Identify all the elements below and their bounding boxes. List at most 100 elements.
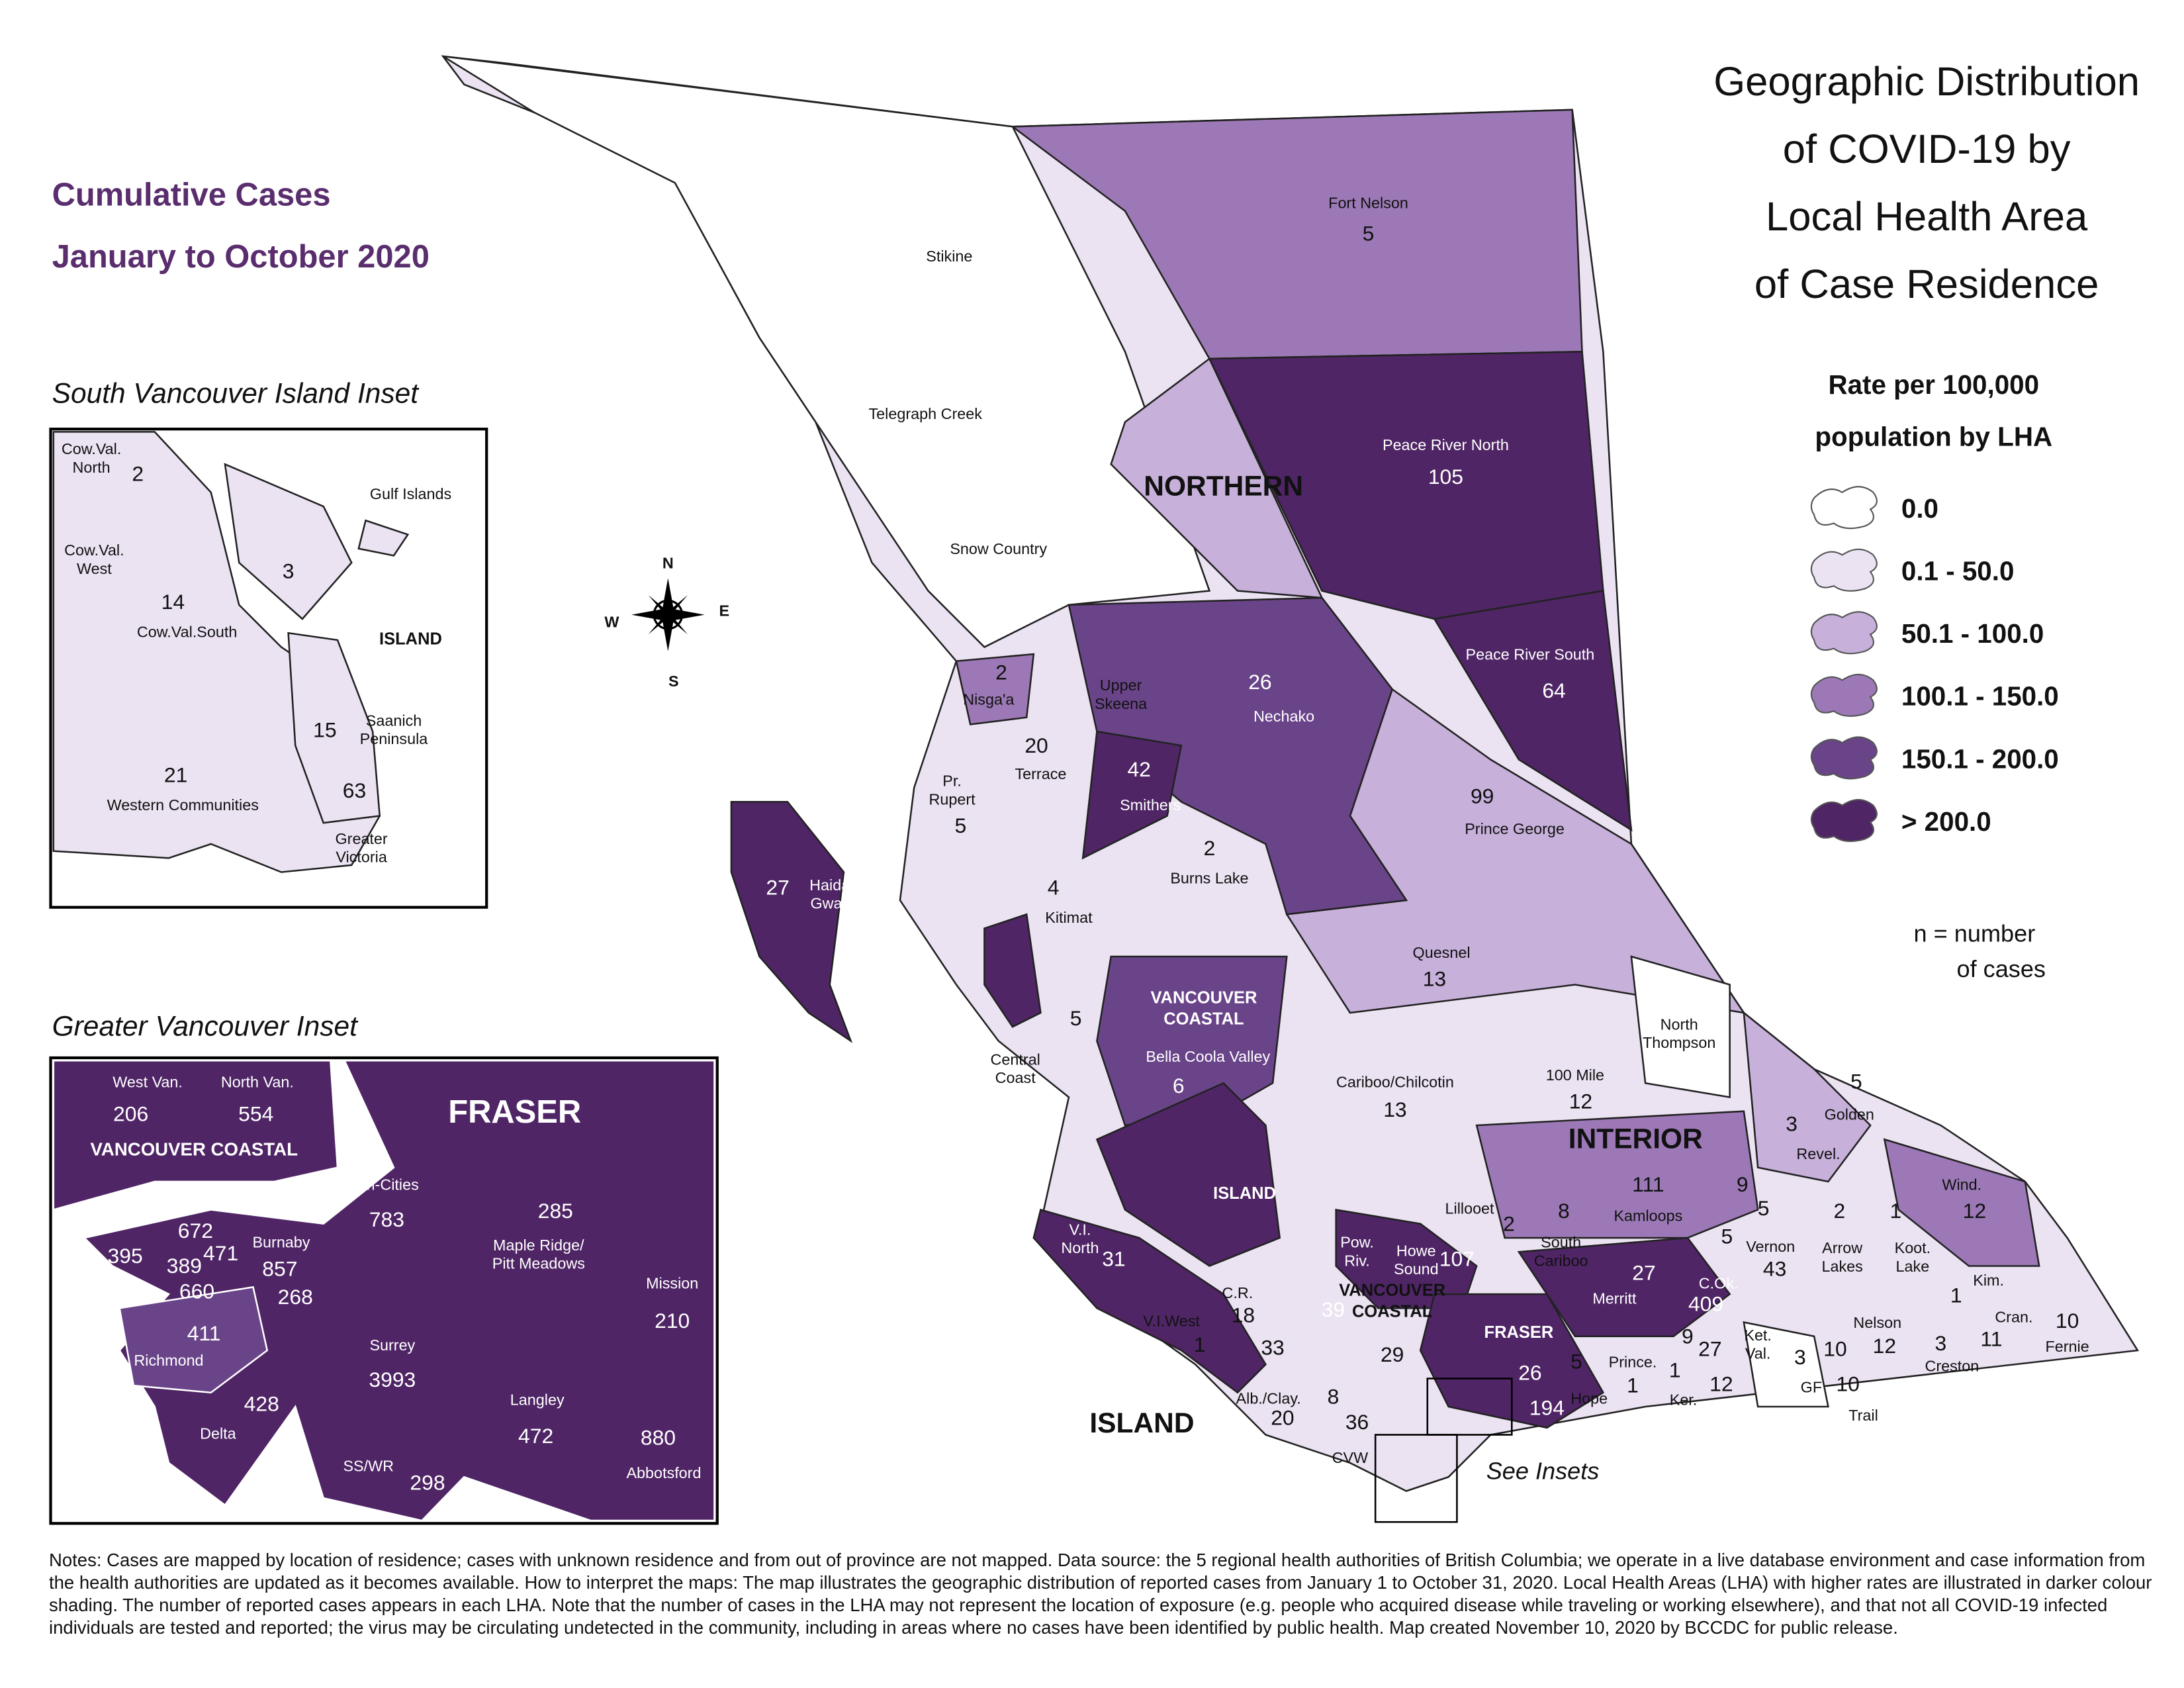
area-name: Smithers [1120,796,1181,814]
area-count: 36 [1345,1410,1369,1434]
area-count: 672 [178,1219,213,1243]
inset-title: South Vancouver Island Inset [52,378,420,409]
area-count: 5 [1850,1070,1862,1094]
legend-label: > 200.0 [1901,806,1991,837]
area-shape [1433,590,1633,832]
area-count: 43 [1763,1256,1786,1280]
area-count: 1 [1950,1284,1962,1307]
area-name: Peace River North [1383,436,1509,453]
title: Geographic Distribution [1713,59,2140,105]
area-count: 12 [1709,1372,1733,1396]
area-count: 12 [1963,1199,1986,1223]
area-count: 411 [187,1321,221,1345]
area-count: 268 [278,1285,313,1309]
area-shape [1475,1110,1759,1239]
area-shape [955,653,1035,726]
area-count: 33 [1261,1335,1284,1359]
compass-point [662,578,674,615]
area-count: 39 [1322,1297,1345,1321]
area-count: 20 [1024,733,1048,757]
area-count: 285 [538,1199,573,1223]
area-count: 3 [1935,1331,1947,1355]
area-name: Sound [1394,1260,1439,1278]
area-count: 5 [1070,1006,1082,1030]
area-shape [730,800,853,1043]
inset-locator [1426,1378,1513,1436]
area-name: Howe [1396,1242,1436,1259]
region-label: VANCOUVER [1339,1281,1445,1299]
legend-label: 150.1 - 200.0 [1901,743,2059,774]
area-name: Richmond [134,1352,203,1369]
area-name: Lakes [1821,1258,1862,1275]
area-count: 13 [1423,967,1446,991]
area-name: Pow. [1340,1234,1374,1251]
area-shape [1743,1011,1872,1183]
area-count: 3 [283,559,295,583]
region-label: COASTAL [1163,1009,1244,1028]
legend-note: of cases [1957,955,2046,982]
area-name: Golden [1825,1105,1874,1123]
area-count: 857 [134,1201,169,1225]
area-name: Prince. [1609,1353,1657,1370]
area-name: Bella Coola Valley [1146,1048,1270,1065]
area-count: 64 [1542,679,1565,702]
area-count: 27 [766,875,789,899]
inset-area-shape [357,519,410,557]
area-name: Nelson [1853,1314,1901,1331]
area-name: North Van. [221,1073,294,1090]
area-shape [1743,1321,1829,1408]
region-label: INTERIOR [1569,1124,1703,1155]
area-count: 20 [1271,1406,1294,1430]
inset-area-shape [118,1286,269,1394]
area-name: Delta [200,1425,236,1442]
area-name: Nechako [1253,708,1314,725]
area-name: 100 Mile [1546,1066,1604,1084]
area-name: Mission [646,1274,698,1291]
area-count: 111 [1632,1172,1664,1196]
area-name: Haida [809,876,850,894]
legend-label: 0.0 [1901,493,1938,524]
area-count: 1 [1669,1358,1681,1382]
area-count: 5 [1363,221,1375,245]
map-shapes [49,55,2140,1525]
area-count: 8 [1558,1199,1570,1223]
area-name: North [73,459,111,476]
area-name: Pitt Meadows [492,1255,585,1272]
area-name: Vernon [1746,1238,1795,1255]
area-name: North [1661,1015,1698,1033]
region-label: VANCOUVER [1150,988,1257,1007]
area-name: Cran. [1995,1308,2032,1325]
area-count: 1 [1627,1374,1639,1397]
compass: N E S W [604,554,729,689]
area-name: Hope [1570,1390,1608,1407]
area-name: Western Communities [107,796,259,814]
area-name: Skeena [1095,695,1147,712]
area-name: Lillooet [1445,1200,1495,1217]
area-count: 409 [1688,1291,1723,1315]
area-name: Surrey [369,1336,415,1354]
notes: Notes: Cases are mapped by location of r… [49,1550,2152,1638]
area-name: Fort Nelson [1328,194,1408,211]
area-count: 105 [1428,465,1463,489]
area-shape [1630,955,1731,1098]
area-shape [1095,1082,1281,1267]
area-name: SS/WR [343,1458,394,1475]
area-count: 298 [410,1470,445,1494]
area-count: 107 [1439,1246,1475,1270]
area-name: Ket. [1744,1327,1772,1344]
area-count: 3 [1794,1345,1806,1369]
area-count: 783 [369,1207,404,1231]
area-name: Rupert [929,790,976,808]
legend-title: population by LHA [1815,422,2052,452]
area-name: Alb./Clay. [1236,1390,1301,1407]
region-label: FRASER [448,1094,581,1130]
area-count: 27 [1632,1261,1655,1285]
area-count: 2 [995,660,1007,684]
area-name: GF [1801,1379,1822,1396]
area-count: 21 [164,763,187,786]
area-name: V.I. [1069,1221,1091,1239]
map-labels: Geographic Distribution of COVID-19 by Loc… [52,59,2140,1494]
area-count: 1 [1890,1199,1902,1223]
